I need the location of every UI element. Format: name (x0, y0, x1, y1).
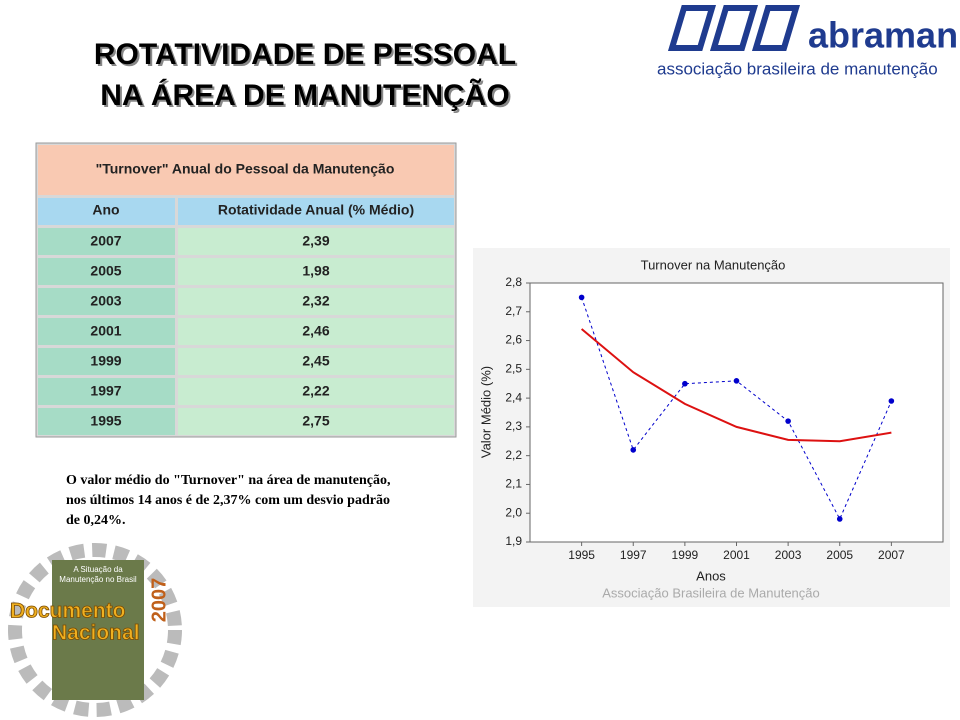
cell-text: 2003 (90, 293, 121, 309)
paragraph-line: O valor médio do "Turnover" na área de m… (66, 473, 390, 488)
y-tick-label: 2,8 (505, 275, 522, 289)
x-tick-label: 1997 (620, 548, 647, 562)
y-tick-label: 2,6 (505, 333, 522, 347)
y-tick-label: 2,3 (505, 419, 522, 433)
x-tick-label: 2001 (723, 548, 750, 562)
badge: A Situação da Manutenção no Brasil Docum… (8, 543, 182, 717)
paragraph-line: de 0,24%. (66, 513, 126, 528)
year-cell (38, 228, 175, 255)
y-tick-label: 1,9 (505, 534, 522, 548)
chart: Turnover na Manutenção Anos Associação B… (473, 248, 950, 607)
title: NA ÁREA DE MANUTENÇÃO (100, 78, 509, 112)
y-axis-label: Valor Médio (%) (478, 366, 493, 458)
logo: abraman associação brasileira de manuten… (657, 5, 958, 78)
cell-text: 2005 (90, 263, 121, 279)
title-shadow: ROTATIVIDADE DE PESSOAL (96, 40, 518, 73)
cell-text: 2,46 (302, 323, 329, 339)
plot-area (529, 282, 944, 543)
y-tick-label: 2,4 (505, 390, 522, 404)
year-cell (38, 318, 175, 345)
year-cell (38, 378, 175, 405)
badge-year: 2007 (148, 578, 170, 623)
x-tick-label: 1999 (672, 548, 699, 562)
badge-caption: A Situação da (73, 565, 123, 574)
cell-text: 2,22 (302, 383, 329, 399)
year-cell (38, 258, 175, 285)
x-tick-label: 2007 (878, 548, 905, 562)
column-header: Rotatividade Anual (% Médio) (218, 202, 414, 218)
title: ROTATIVIDADE DE PESSOAL (94, 38, 516, 71)
y-tick-label: 2,2 (505, 448, 522, 462)
x-tick-label: 1995 (568, 548, 595, 562)
series-line (580, 328, 892, 443)
y-tick-label: 2,1 (505, 477, 522, 491)
logo-mark (667, 5, 801, 51)
value-cell (178, 348, 454, 375)
point (578, 294, 585, 301)
logo-subtitle: associação brasileira de manutenção (657, 59, 938, 78)
value-cell (178, 378, 454, 405)
x-tick-label: 2003 (775, 548, 802, 562)
badge-caption: Manutenção no Brasil (59, 575, 137, 584)
year-cell (38, 408, 175, 435)
point (733, 378, 740, 384)
badge-word: Nacional (52, 622, 140, 645)
y-tick-label: 2,0 (505, 505, 522, 519)
cell-text: 2,45 (302, 353, 329, 369)
point (630, 447, 637, 453)
header-cell (38, 198, 175, 225)
y-tick-label: 2,7 (505, 304, 522, 318)
chart-credit: Associação Brasileira de Manutenção (602, 585, 820, 600)
cell-text: 2,39 (302, 233, 329, 249)
cell-text: 1999 (90, 353, 121, 369)
cell-text: 1,98 (302, 263, 329, 279)
year-cell (38, 348, 175, 375)
header-cell (178, 198, 454, 225)
value-cell (178, 258, 454, 285)
table: "Turnover" Anual do Pessoal da Manutençã… (35, 142, 457, 438)
table-title: "Turnover" Anual do Pessoal da Manutençã… (96, 161, 395, 177)
value-cell (178, 288, 454, 315)
cell-text: 2007 (90, 233, 121, 249)
chart-title: Turnover na Manutenção (641, 257, 786, 272)
cell-text: 2,32 (302, 293, 329, 309)
paragraph: O valor médio do "Turnover" na área de m… (66, 473, 390, 528)
cell-text: 2,75 (302, 413, 329, 429)
logo-name: abraman (808, 15, 958, 56)
table-title-cell (38, 145, 454, 195)
badge-word: Documento (10, 600, 126, 623)
title-shadow: NA ÁREA DE MANUTENÇÃO (102, 80, 511, 114)
badge-gear (8, 543, 182, 717)
cell-text: 1997 (90, 383, 121, 399)
cell-text: 2001 (90, 323, 121, 339)
value-cell (178, 228, 454, 255)
value-cell (178, 408, 454, 435)
point (682, 380, 688, 387)
x-axis-label: Anos (696, 568, 726, 583)
point (888, 398, 895, 404)
y-tick-label: 2,5 (505, 362, 522, 376)
x-tick-label: 2005 (826, 548, 853, 562)
point (836, 516, 843, 522)
cell-text: 1995 (90, 413, 121, 429)
point (785, 418, 791, 424)
column-header: Ano (92, 202, 119, 218)
paragraph-line: nos últimos 14 anos é de 2,37% com um de… (66, 493, 390, 508)
badge-photo (52, 560, 144, 700)
year-cell (38, 288, 175, 315)
value-cell (178, 318, 454, 345)
